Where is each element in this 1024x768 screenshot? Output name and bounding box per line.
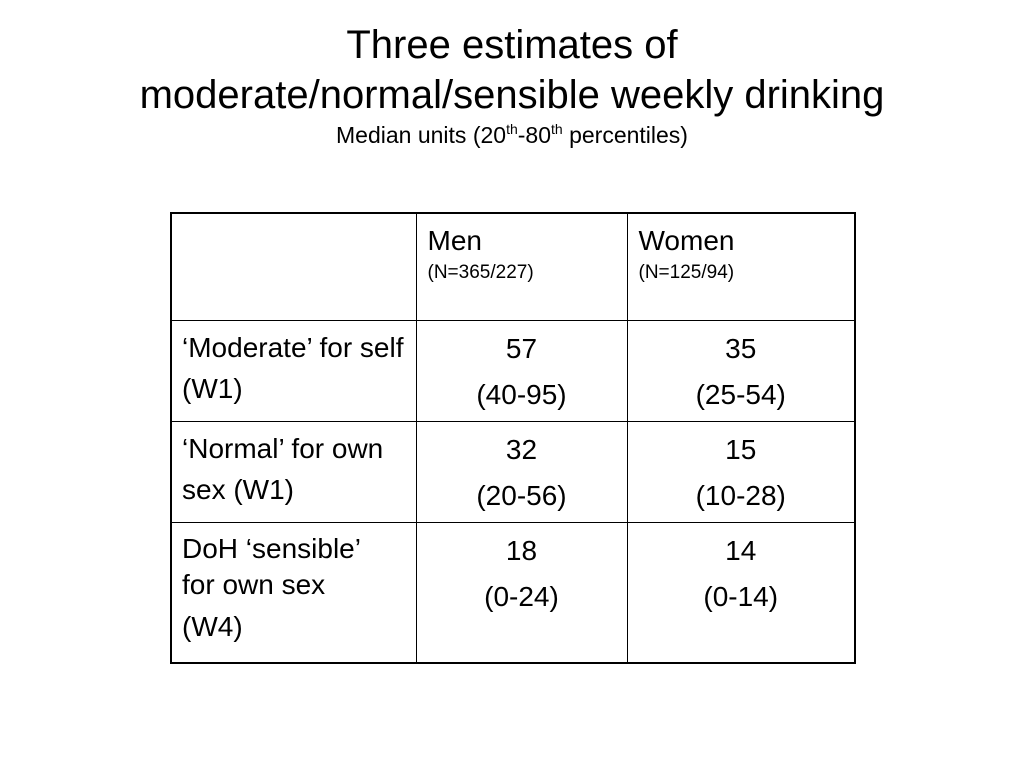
subtitle: Median units (20th-80th percentiles) — [0, 120, 1024, 150]
title-line-2: moderate/normal/sensible weekly drinking — [139, 73, 885, 117]
slide-title: Three estimates of moderate/normal/sensi… — [0, 20, 1024, 150]
row-label-cell: ‘Normal’ for own sex (W1) — [170, 420, 417, 523]
men-range: (0-24) — [484, 580, 559, 612]
women-range: (0-14) — [703, 580, 779, 612]
table-row-moderate: ‘Moderate’ for self (W1) 57 (40-95) 35 (… — [170, 319, 856, 422]
men-value-cell: 32 (20-56) — [415, 420, 628, 523]
men-value-cell: 18 (0-24) — [415, 521, 628, 664]
subtitle-suffix: percentiles) — [562, 122, 688, 148]
women-median: 14 — [725, 534, 757, 566]
row-label-line-2: for own sex — [182, 568, 326, 600]
men-range: (40-95) — [476, 378, 567, 410]
women-median: 35 — [725, 332, 757, 364]
header-women-n: (N=125/94) — [638, 262, 735, 283]
men-median: 32 — [505, 433, 538, 465]
row-label: ‘Normal’ for own sex (W1) — [182, 432, 384, 505]
drinking-estimates-table: Men (N=365/227) Women (N=125/94) ‘Modera… — [170, 212, 856, 664]
women-value-cell: 15 (10-28) — [626, 420, 856, 523]
women-value-cell: 14 (0-14) — [626, 521, 856, 664]
subtitle-prefix: Median units (20 — [336, 122, 507, 148]
header-women-cell: Women (N=125/94) — [626, 212, 856, 321]
women-value-cell: 35 (25-54) — [626, 319, 856, 422]
header-men-label: Men — [427, 225, 482, 256]
row-label: ‘Moderate’ for self (W1) — [182, 331, 404, 404]
men-median: 18 — [505, 534, 538, 566]
men-median: 57 — [505, 332, 538, 364]
row-label-cell: ‘Moderate’ for self (W1) — [170, 319, 417, 422]
subtitle-middle: -80 — [517, 122, 551, 148]
subtitle-superscript-2: th — [551, 121, 563, 137]
table-header-row: Men (N=365/227) Women (N=125/94) — [170, 212, 856, 321]
header-men-n: (N=365/227) — [427, 262, 534, 283]
header-women-label: Women — [638, 225, 735, 256]
men-value-cell: 57 (40-95) — [415, 319, 628, 422]
men-range: (20-56) — [476, 479, 567, 511]
title-line-1: Three estimates of — [346, 23, 678, 67]
table-row-sensible: DoH ‘sensible’ for own sex (W4) 18 (0-24… — [170, 521, 856, 664]
subtitle-superscript-1: th — [506, 121, 518, 137]
table-row-normal: ‘Normal’ for own sex (W1) 32 (20-56) 15 … — [170, 420, 856, 523]
women-range: (10-28) — [695, 479, 786, 511]
row-label-line-1: DoH ‘sensible’ — [182, 532, 361, 564]
header-men-cell: Men (N=365/227) — [415, 212, 628, 321]
header-corner-cell — [170, 212, 417, 321]
row-label-cell: DoH ‘sensible’ for own sex (W4) — [170, 521, 417, 664]
women-median: 15 — [725, 433, 757, 465]
row-label-line-3: (W4) — [182, 610, 243, 642]
women-range: (25-54) — [695, 378, 786, 410]
